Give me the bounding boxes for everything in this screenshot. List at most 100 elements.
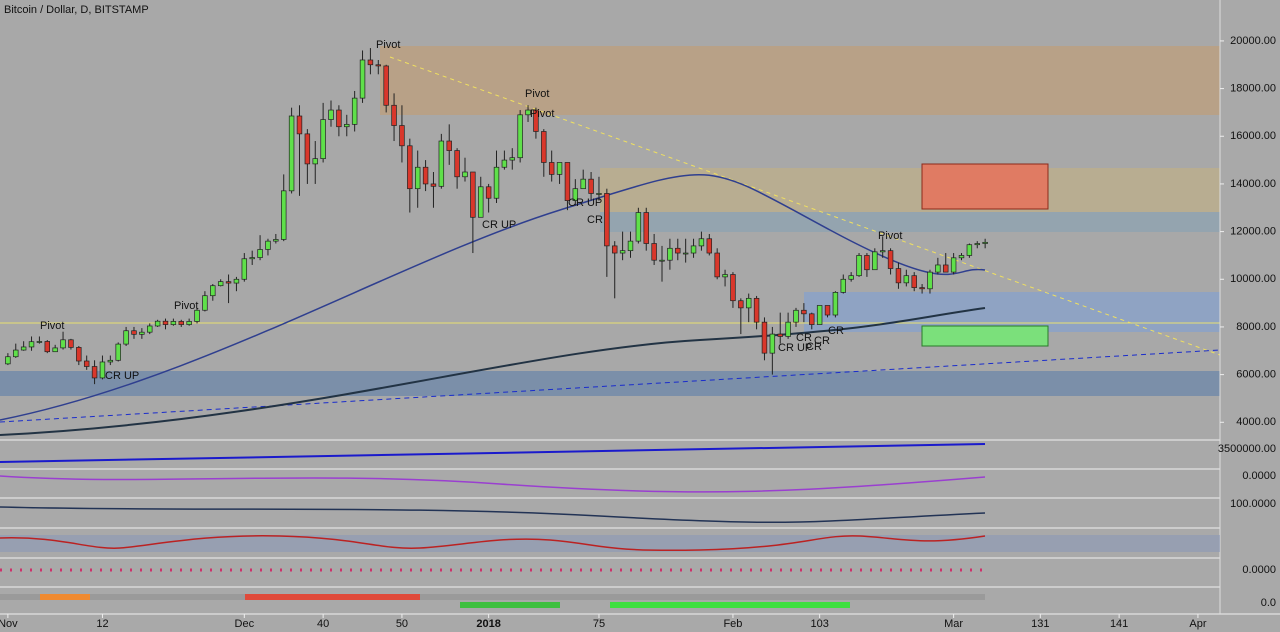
indicator-panes — [0, 0, 1280, 615]
indicator-tick-label: 100.0000 — [1230, 498, 1276, 510]
candle-body — [20, 346, 27, 351]
x-tick-label: Dec — [235, 618, 255, 630]
candle-body — [304, 133, 311, 165]
candle-body — [856, 255, 862, 277]
candle-body — [28, 341, 35, 348]
support-zone — [0, 371, 1220, 396]
indicator-line — [0, 443, 986, 463]
candle-body — [943, 264, 949, 273]
y-tick-label: 10000.00 — [1230, 273, 1276, 285]
candle-body — [485, 186, 492, 199]
x-tick-label: 75 — [593, 618, 605, 630]
candle-body — [351, 97, 358, 125]
candle-body — [927, 271, 933, 290]
y-tick-label: 14000.00 — [1230, 178, 1276, 190]
x-tick-label: 40 — [317, 618, 329, 630]
candle-body — [824, 305, 831, 316]
moving-average — [0, 173, 986, 421]
candle-body — [115, 343, 121, 361]
x-tick-label: 103 — [810, 618, 828, 630]
candle-body — [76, 347, 82, 362]
candle-body — [422, 166, 429, 185]
candle-body — [667, 247, 673, 261]
candle-body — [872, 251, 878, 271]
y-tick-label: 6000.00 — [1236, 369, 1276, 381]
indicator-line — [0, 535, 986, 552]
candle-body — [612, 245, 618, 254]
signal-bar — [0, 594, 985, 600]
candle-body — [911, 275, 917, 288]
candle-body — [359, 59, 366, 99]
candle-body — [107, 359, 114, 363]
candle-body — [430, 183, 437, 187]
annotation: CR — [796, 332, 812, 344]
candle-body — [604, 193, 610, 247]
candle-body — [840, 278, 846, 293]
candle-body — [233, 278, 240, 284]
candle-body — [919, 287, 925, 290]
candle-body — [753, 297, 760, 323]
candle-body — [446, 140, 452, 151]
candle-body — [147, 325, 153, 333]
candle-body — [344, 123, 350, 128]
annotation: CR UP — [105, 370, 139, 382]
zone — [600, 212, 1220, 232]
candle-body — [714, 252, 720, 278]
x-tick-label: Apr — [1189, 618, 1206, 630]
candle-body — [809, 313, 815, 325]
candle-body — [982, 241, 988, 244]
candle-body — [312, 158, 318, 165]
signal-bar — [460, 602, 560, 608]
candle-body — [249, 257, 255, 260]
candle-body — [36, 341, 43, 343]
candle-body — [383, 65, 389, 106]
y-tick-label: 12000.00 — [1230, 226, 1276, 238]
candle-body — [698, 238, 705, 247]
candle-body — [296, 115, 303, 135]
candle-body — [501, 159, 508, 168]
candle-body — [131, 330, 137, 335]
candle-body — [478, 186, 484, 218]
indicator-tick-label: 3500000.00 — [1218, 443, 1276, 455]
x-tick-label: 12 — [96, 618, 108, 630]
candle-body — [627, 240, 634, 252]
annotation: Pivot — [525, 88, 549, 100]
candle-body — [328, 109, 334, 120]
candle-body — [769, 333, 776, 354]
annotation: CR — [828, 325, 844, 337]
candle-body — [974, 243, 980, 246]
annotation: CR UP — [568, 197, 602, 209]
candle-body — [864, 255, 870, 271]
candle-body — [123, 330, 129, 345]
candle-body — [241, 258, 248, 280]
candle-body — [438, 140, 445, 187]
candle-body — [761, 321, 768, 354]
candle-body — [541, 131, 547, 163]
x-tick-label: Feb — [723, 618, 742, 630]
candle-body — [399, 125, 405, 147]
y-tick-label: 4000.00 — [1236, 416, 1276, 428]
y-tick-label: 8000.00 — [1236, 321, 1276, 333]
x-tick-label: 2018 — [476, 618, 500, 630]
annotation: Pivot — [40, 320, 64, 332]
candle-body — [556, 162, 563, 175]
annotation: Pivot — [376, 39, 400, 51]
candle-body — [596, 193, 602, 195]
candle-body — [509, 157, 515, 161]
x-tick-label: 50 — [396, 618, 408, 630]
annotation: CR — [814, 335, 830, 347]
candle-body — [265, 240, 271, 250]
candle-body — [99, 361, 106, 379]
indicator-tick-label: 0.0000 — [1242, 564, 1276, 576]
x-tick-label: 141 — [1110, 618, 1128, 630]
candle-body — [68, 339, 74, 348]
candle-body — [635, 212, 642, 242]
moving-average — [0, 307, 986, 436]
candle-body — [320, 119, 326, 160]
x-tick-label: Mar — [944, 618, 963, 630]
signal-bar — [610, 602, 850, 608]
indicator-tick-label: 0.0000 — [1242, 470, 1276, 482]
candle-body — [722, 274, 728, 278]
candle-body — [13, 349, 19, 358]
